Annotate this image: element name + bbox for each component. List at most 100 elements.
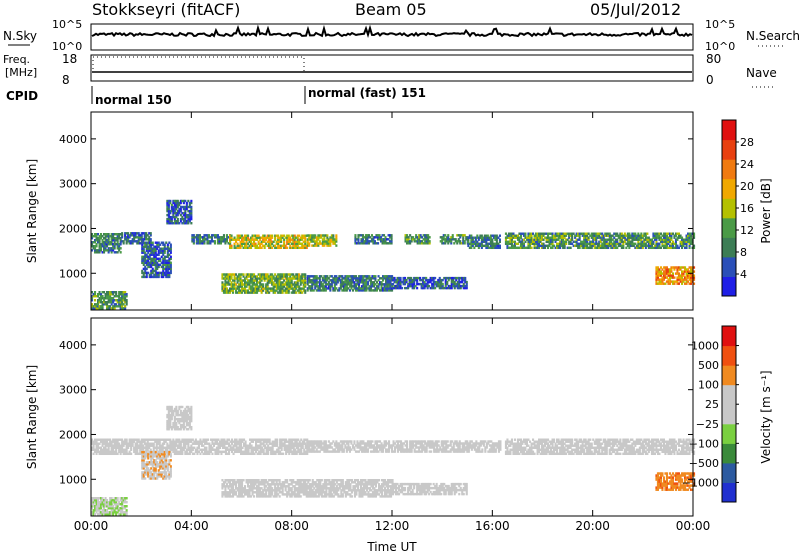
power-cell	[269, 242, 272, 246]
power-cell	[539, 234, 542, 237]
power-cell	[172, 205, 175, 209]
velocity-cell	[262, 452, 265, 456]
power-cell	[664, 234, 667, 237]
power-cell	[239, 285, 242, 288]
velocity-cell	[187, 438, 190, 441]
velocity-cell	[366, 450, 369, 453]
velocity-cell	[419, 444, 422, 447]
power-cell	[607, 234, 610, 237]
velocity-cell	[323, 450, 326, 453]
power-cell	[559, 244, 562, 248]
power-cell	[112, 245, 115, 248]
power-cell	[688, 238, 691, 241]
velocity-cell	[419, 446, 422, 449]
velocity-cell	[277, 450, 280, 454]
power-cell	[265, 273, 268, 276]
power-cell	[253, 240, 256, 244]
power-cell	[165, 267, 168, 271]
power-cell	[363, 242, 366, 245]
velocity-cell	[309, 450, 312, 453]
power-cell	[163, 255, 166, 259]
power-cell	[213, 234, 216, 237]
velocity-cell	[366, 448, 369, 451]
power-cell	[169, 209, 172, 213]
noise-panel: N.Sky 10^5 10^0 10^5 10^0 N.Search	[3, 18, 800, 53]
power-cell	[451, 238, 454, 241]
power-cell	[668, 272, 671, 275]
velocity-cell	[166, 438, 169, 441]
velocity-cell	[178, 440, 181, 443]
power-cell	[321, 279, 324, 282]
velocity-cell	[265, 452, 268, 456]
power-cell	[145, 261, 148, 265]
power-cell	[277, 281, 280, 284]
power-cell	[241, 242, 244, 246]
power-cell	[522, 238, 525, 241]
power-cell	[121, 234, 124, 237]
power-cell	[485, 238, 488, 241]
power-cell	[527, 234, 530, 237]
power-cell	[141, 241, 144, 244]
velocity-cell	[206, 452, 209, 456]
power-cell	[577, 242, 580, 246]
power-cell	[435, 280, 438, 284]
velocity-cell	[374, 440, 377, 443]
power-cell	[650, 242, 653, 246]
power-cell	[530, 240, 533, 244]
power-cell	[422, 234, 425, 237]
power-cell	[393, 286, 396, 290]
velocity-cell	[283, 448, 286, 452]
power-cell	[661, 282, 664, 285]
velocity-cell	[259, 444, 262, 447]
power-cell	[604, 240, 607, 244]
power-cell	[510, 236, 513, 239]
power-cell	[218, 238, 221, 241]
power-cell	[354, 275, 357, 278]
power-cell	[263, 273, 266, 276]
power-cell	[259, 283, 262, 286]
power-cell	[415, 236, 418, 239]
power-cell	[253, 283, 256, 286]
velocity-cell	[382, 444, 385, 447]
power-cell	[301, 236, 304, 239]
power-cell	[109, 247, 112, 250]
velocity-cell	[196, 440, 199, 443]
power-cell	[671, 244, 674, 248]
velocity-cell	[292, 452, 295, 456]
power-cell	[260, 289, 263, 292]
power-cell	[634, 232, 637, 235]
velocity-cell	[300, 438, 303, 441]
velocity-cell	[131, 442, 134, 445]
power-cell	[296, 279, 299, 282]
power-cell	[182, 213, 185, 217]
power-cell	[326, 238, 329, 241]
power-cell	[635, 238, 638, 241]
power-cell	[98, 239, 101, 242]
power-cell	[542, 246, 545, 250]
velocity-cell	[148, 446, 151, 450]
power-cell	[210, 234, 213, 237]
power-cell	[426, 286, 429, 290]
power-cell	[192, 236, 195, 239]
power-cell	[595, 238, 598, 241]
power-cell	[244, 277, 247, 280]
power-cell	[188, 205, 191, 209]
power-cell	[467, 242, 470, 246]
velocity-cell	[110, 448, 113, 452]
velocity-cell	[256, 452, 259, 456]
power-cell	[619, 234, 622, 237]
power-cell	[91, 237, 94, 240]
power-cell	[649, 242, 652, 246]
velocity-cell	[130, 446, 133, 450]
velocity-cell	[166, 446, 169, 450]
velocity-cell	[125, 452, 128, 456]
power-cell	[100, 249, 103, 252]
power-cell	[272, 281, 275, 284]
power-cell	[608, 240, 611, 244]
power-cell	[104, 235, 107, 238]
power-cell	[121, 297, 124, 300]
power-cell	[238, 273, 241, 276]
power-cell	[101, 241, 104, 244]
power-cell	[360, 275, 363, 278]
velocity-cell	[382, 450, 385, 453]
